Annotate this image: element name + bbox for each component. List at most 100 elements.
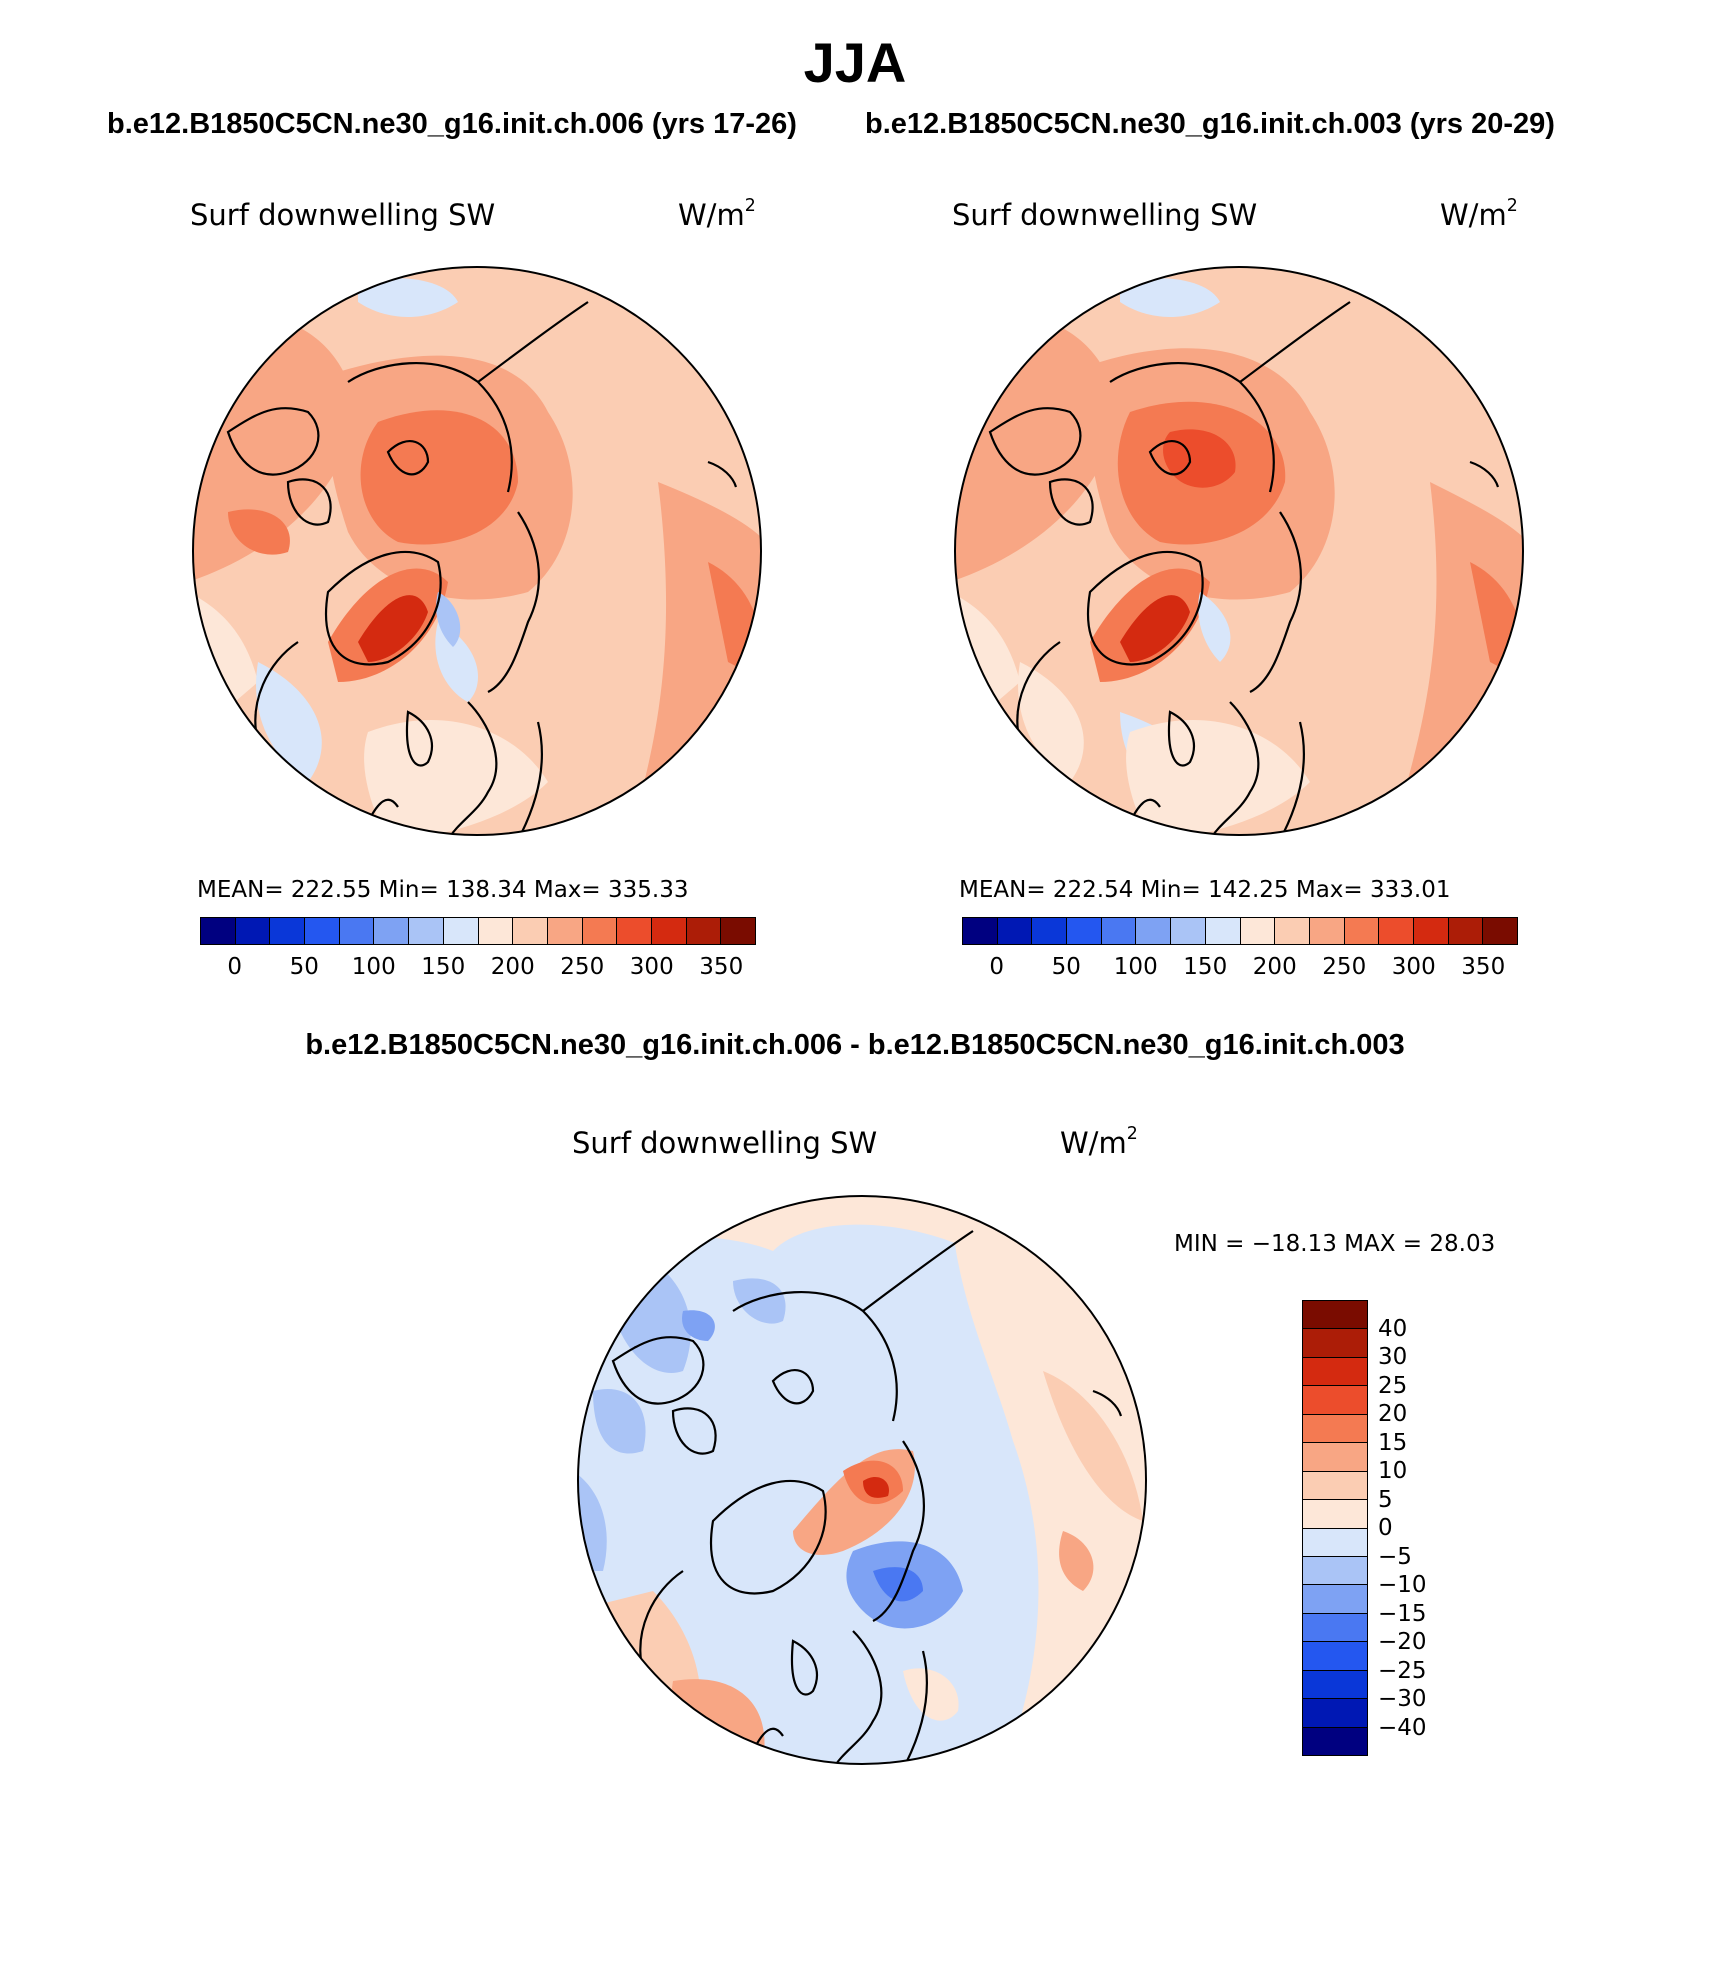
left-colorbar-swatch: [721, 918, 755, 944]
right-colorbar-swatch: [1413, 918, 1449, 944]
difference-colorbar-swatch: [1303, 1471, 1367, 1501]
left-colorbar-swatch: [409, 918, 444, 944]
difference-colorbar-tick-label: −20: [1378, 1629, 1427, 1655]
right-colorbar-tick-label: 150: [1183, 954, 1228, 980]
difference-colorbar-tick-label: 25: [1378, 1372, 1408, 1399]
left-colorbar-swatch: [443, 918, 479, 944]
left-colorbar-tick-label: 350: [699, 954, 744, 980]
left-colorbar-swatch: [617, 918, 652, 944]
right-run-title: b.e12.B1850C5CN.ne30_g16.init.ch.003 (yr…: [865, 108, 1555, 140]
difference-colorbar-swatch: [1303, 1528, 1367, 1557]
difference-colorbar-tick-label: −10: [1378, 1572, 1427, 1598]
right-colorbar-swatch: [1240, 918, 1276, 944]
difference-colorbar-swatch: [1303, 1357, 1367, 1387]
left-colorbar-tick-label: 0: [227, 954, 243, 980]
difference-colorbar-swatch: [1303, 1386, 1367, 1415]
difference-colorbar-swatch: [1303, 1301, 1367, 1330]
difference-colorbar-tick-label: −25: [1378, 1657, 1427, 1684]
right-colorbar-tick-label: 200: [1252, 954, 1297, 980]
left-colorbar-tick-label: 100: [351, 954, 396, 980]
right-colorbar: [962, 917, 1518, 945]
difference-colorbar-swatch: [1303, 1329, 1367, 1358]
difference-colorbar-ticks: 40 30 25 20 15 10 5 0 −5 −10 −15 −20 −25 −30 −40: [1378, 1300, 1498, 1756]
diff-units-label: W/m2: [1060, 1123, 1138, 1160]
left-colorbar-tick-label: 200: [490, 954, 535, 980]
right-colorbar-swatch: [1379, 918, 1414, 944]
difference-colorbar-tick-label: 0: [1378, 1515, 1393, 1541]
left-colorbar-swatch: [478, 918, 514, 944]
difference-colorbar-tick-label: 5: [1378, 1486, 1393, 1513]
difference-colorbar-swatch: [1303, 1642, 1367, 1671]
difference-colorbar-swatch: [1303, 1613, 1367, 1643]
left-colorbar-swatch: [270, 918, 306, 944]
difference-polar-map: [577, 1195, 1147, 1765]
right-colorbar-swatch: [1032, 918, 1068, 944]
difference-colorbar-tick-label: −40: [1378, 1714, 1427, 1741]
right-colorbar-swatch: [997, 918, 1033, 944]
right-colorbar-tick-label: 100: [1113, 954, 1158, 980]
right-colorbar-swatch: [1205, 918, 1241, 944]
right-colorbar-swatch: [1171, 918, 1206, 944]
difference-colorbar-tick-label: 20: [1378, 1401, 1408, 1427]
right-colorbar-swatch: [1067, 918, 1102, 944]
right-colorbar-swatch: [1275, 918, 1310, 944]
left-colorbar-tick-label: 150: [421, 954, 466, 980]
right-colorbar-tick-label: 50: [1051, 954, 1081, 980]
right-variable-label: Surf downwelling SW: [952, 198, 1258, 232]
right-colorbar-tick-label: 0: [989, 954, 1005, 980]
right-colorbar-swatch: [1136, 918, 1172, 944]
left-run-title: b.e12.B1850C5CN.ne30_g16.init.ch.006 (yr…: [107, 108, 797, 140]
difference-colorbar-tick-label: 40: [1378, 1315, 1408, 1342]
left-variable-label: Surf downwelling SW: [190, 198, 496, 232]
difference-title: b.e12.B1850C5CN.ne30_g16.init.ch.006 - b…: [305, 1029, 1405, 1061]
left-polar-map: [192, 266, 762, 836]
right-colorbar-swatch: [963, 918, 998, 944]
right-colorbar-swatch: [1448, 918, 1484, 944]
left-colorbar-swatch: [547, 918, 583, 944]
left-colorbar-tick-label: 50: [289, 954, 319, 980]
left-colorbar-swatch: [582, 918, 618, 944]
right-polar-map: [954, 266, 1524, 836]
left-colorbar-ticks: 0 50 100 150 200 250 300 350: [200, 954, 756, 984]
difference-colorbar-tick-label: 30: [1378, 1344, 1408, 1370]
right-colorbar-swatch: [1309, 918, 1345, 944]
left-colorbar-swatch: [201, 918, 236, 944]
difference-colorbar: [1302, 1300, 1368, 1756]
difference-colorbar-tick-label: −30: [1378, 1686, 1427, 1712]
difference-colorbar-tick-label: 15: [1378, 1429, 1408, 1456]
difference-colorbar-tick-label: 10: [1378, 1458, 1408, 1484]
right-colorbar-swatch: [1344, 918, 1380, 944]
difference-colorbar-swatch: [1303, 1443, 1367, 1472]
difference-colorbar-swatch: [1303, 1585, 1367, 1614]
difference-colorbar-swatch: [1303, 1699, 1367, 1728]
left-colorbar-swatch: [305, 918, 340, 944]
diff-stats: MIN = −18.13 MAX = 28.03: [1174, 1231, 1496, 1257]
left-colorbar-tick-label: 250: [560, 954, 605, 980]
difference-colorbar-swatch: [1303, 1414, 1367, 1444]
left-colorbar-swatch: [651, 918, 687, 944]
left-colorbar-swatch: [686, 918, 722, 944]
left-colorbar: [200, 917, 756, 945]
left-units-label: W/m2: [678, 195, 756, 232]
right-colorbar-swatch: [1101, 918, 1137, 944]
difference-colorbar-swatch: [1303, 1556, 1367, 1586]
right-colorbar-tick-label: 300: [1391, 954, 1436, 980]
difference-colorbar-swatch: [1303, 1500, 1367, 1529]
left-colorbar-tick-label: 300: [629, 954, 674, 980]
right-units-label: W/m2: [1440, 195, 1518, 232]
right-colorbar-ticks: 0 50 100 150 200 250 300 350: [962, 954, 1518, 984]
left-colorbar-swatch: [374, 918, 410, 944]
diff-variable-label: Surf downwelling SW: [572, 1126, 878, 1160]
figure-title: JJA: [803, 31, 907, 94]
left-colorbar-swatch: [513, 918, 548, 944]
difference-colorbar-swatch: [1303, 1727, 1367, 1755]
difference-colorbar-tick-label: −5: [1378, 1543, 1412, 1570]
difference-colorbar-swatch: [1303, 1670, 1367, 1700]
left-stats: MEAN= 222.55 Min= 138.34 Max= 335.33: [197, 877, 689, 903]
right-colorbar-swatch: [1483, 918, 1517, 944]
difference-colorbar-tick-label: −15: [1378, 1600, 1427, 1627]
right-stats: MEAN= 222.54 Min= 142.25 Max= 333.01: [959, 877, 1451, 903]
left-colorbar-swatch: [339, 918, 375, 944]
right-colorbar-tick-label: 350: [1461, 954, 1506, 980]
right-colorbar-tick-label: 250: [1322, 954, 1367, 980]
